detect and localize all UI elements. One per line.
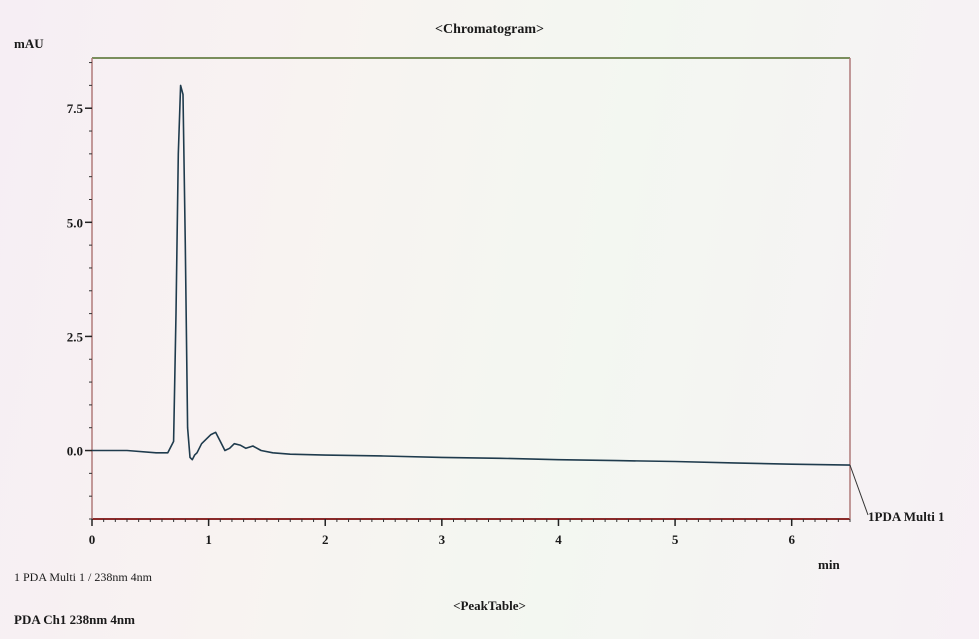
y-tick-label: 5.0 (67, 215, 83, 230)
x-tick-label: 3 (439, 532, 446, 547)
y-tick-label: 0.0 (67, 444, 83, 459)
detector-legend: 1 PDA Multi 1 / 238nm 4nm (14, 570, 153, 584)
channel-label: PDA Ch1 238nm 4nm (14, 612, 135, 627)
x-axis-unit: min (818, 557, 840, 572)
series-end-label: 1PDA Multi 1 (868, 509, 945, 524)
y-tick-label: 7.5 (67, 101, 84, 116)
x-tick-label: 6 (788, 532, 795, 547)
series-label-leader (849, 464, 869, 516)
x-tick-label: 5 (672, 532, 679, 547)
chromatogram-trace (92, 84, 851, 466)
y-tick-label: 2.5 (67, 329, 84, 344)
y-axis-unit: mAU (14, 36, 44, 51)
peak-table-title: <PeakTable> (453, 598, 526, 613)
x-tick-label: 0 (89, 532, 96, 547)
x-tick-label: 2 (322, 532, 329, 547)
chart-title: <Chromatogram> (434, 22, 544, 37)
x-tick-label: 4 (555, 532, 562, 547)
x-tick-label: 1 (205, 532, 212, 547)
